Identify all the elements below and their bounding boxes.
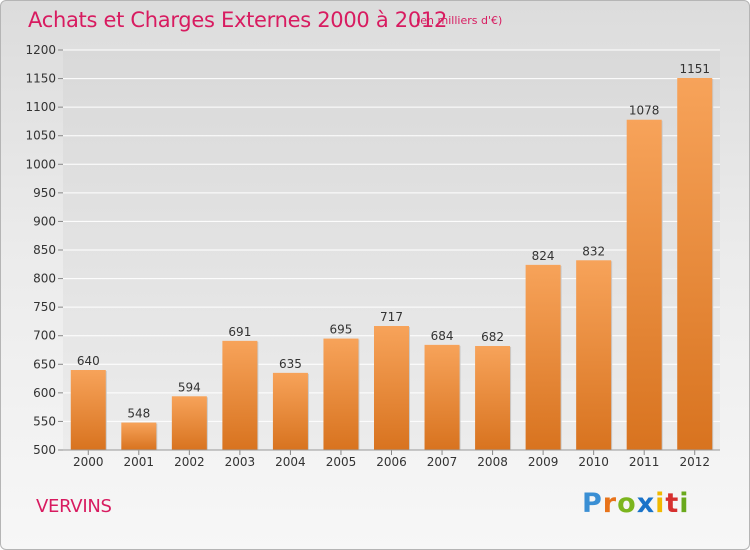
bar-2009: [525, 264, 561, 450]
logo-letter: t: [665, 488, 680, 519]
y-tick-label: 650: [33, 357, 56, 371]
y-tick-label: 1000: [25, 157, 56, 171]
logo-letter: i: [679, 488, 690, 519]
x-tick-label-2003: 2003: [225, 455, 256, 469]
bar-2011: [626, 119, 662, 450]
bars: [70, 78, 714, 450]
y-tick-label: 1100: [25, 100, 56, 114]
x-tick-label-2011: 2011: [629, 455, 660, 469]
chart-unit-note: (en milliers d'€): [416, 14, 503, 27]
x-tick-label-2001: 2001: [124, 455, 155, 469]
data-label-2011: 1078: [629, 104, 660, 118]
x-axis-ticks: 2000 2001 2002 2003 2004 2005 2006 2007 2008 2009…: [73, 450, 710, 469]
y-tick-label: 600: [33, 386, 56, 400]
data-label-2005: 695: [330, 323, 353, 337]
bar-2012: [677, 78, 713, 450]
y-tick-label: 1200: [25, 43, 56, 57]
y-tick-label: 700: [33, 329, 56, 343]
x-tick-label-2005: 2005: [326, 455, 357, 469]
logo-letter: o: [617, 488, 637, 519]
bar-2000: [70, 370, 106, 450]
x-tick-label-2000: 2000: [73, 455, 104, 469]
x-tick-label-2004: 2004: [275, 455, 306, 469]
data-label-2007: 684: [431, 329, 454, 343]
y-tick-label: 750: [33, 300, 56, 314]
data-label-2001: 548: [127, 407, 150, 421]
data-label-2012: 1151: [679, 62, 710, 76]
y-tick-label: 800: [33, 272, 56, 286]
x-tick-label-2009: 2009: [528, 455, 559, 469]
y-axis-ticks: 500 550 600 650 700 750 800 850 900 950 1000 1050 11…: [25, 43, 63, 457]
x-tick-label-2012: 2012: [679, 455, 710, 469]
data-label-2010: 832: [582, 244, 605, 258]
y-tick-label: 950: [33, 186, 56, 200]
logo-letter: r: [602, 488, 618, 519]
data-label-2002: 594: [178, 380, 201, 394]
logo-letter: P: [582, 488, 603, 519]
bar-2005: [323, 338, 359, 450]
y-tick-label: 1150: [25, 72, 56, 86]
data-label-2004: 635: [279, 357, 302, 371]
bar-2001: [121, 422, 157, 450]
x-tick-label-2007: 2007: [427, 455, 458, 469]
data-label-2000: 640: [77, 354, 100, 368]
data-label-2008: 682: [481, 330, 504, 344]
bar-2008: [475, 346, 511, 450]
bar-2003: [222, 340, 258, 450]
logo-letter: i: [655, 488, 666, 519]
location-label: VERVINS: [36, 496, 112, 517]
data-label-2003: 691: [228, 325, 251, 339]
y-tick-label: 900: [33, 214, 56, 228]
bar-2004: [272, 372, 308, 450]
data-labels: 640 548 594 691 635 695 717 684 682 824 832 1078 115…: [77, 62, 710, 421]
bar-2010: [576, 260, 612, 450]
y-tick-label: 1050: [25, 129, 56, 143]
x-tick-label-2010: 2010: [578, 455, 609, 469]
y-tick-label: 550: [33, 414, 56, 428]
x-tick-label-2002: 2002: [174, 455, 205, 469]
y-tick-label: 500: [33, 443, 56, 457]
x-tick-label-2006: 2006: [376, 455, 407, 469]
y-tick-label: 850: [33, 243, 56, 257]
bar-2006: [374, 326, 409, 450]
x-tick-label-2008: 2008: [477, 455, 508, 469]
proxiti-logo: Proxiti: [582, 488, 690, 519]
bar-2007: [424, 344, 460, 450]
logo-letter: x: [636, 488, 656, 519]
data-label-2006: 717: [380, 310, 403, 324]
data-label-2009: 824: [532, 249, 555, 263]
chart-title: Achats et Charges Externes 2000 à 2012: [28, 8, 448, 32]
bar-2002: [171, 396, 207, 450]
